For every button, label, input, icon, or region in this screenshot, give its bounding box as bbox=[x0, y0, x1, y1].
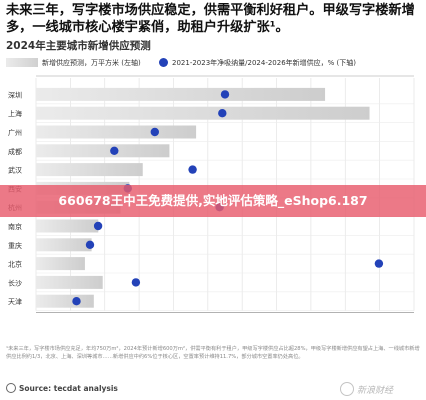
legend-dot-label: 2021-2023年净吸纳量/2024-2026年新增供应，% (下轴) bbox=[172, 59, 357, 67]
supply-bar bbox=[36, 219, 99, 233]
watermark-logo-icon bbox=[340, 382, 354, 396]
absorption-dot bbox=[218, 109, 227, 118]
legend-dot-swatch bbox=[159, 58, 168, 67]
supply-bar bbox=[36, 294, 94, 308]
headline: 未来三年，写字楼市场供应稳定，供需平衡利好租户。甲级写字楼新增多，一线城市核心楼… bbox=[6, 3, 415, 35]
chart-subtitle: 2024年主要城市新增供应预测 bbox=[6, 40, 151, 52]
legend: 新增供应预测，万平方米 (左轴) 2021-2023年净吸纳量/2024-202… bbox=[6, 56, 420, 70]
supply-bar bbox=[36, 238, 92, 252]
legend-bar-swatch bbox=[6, 58, 38, 67]
category-label: 广州 bbox=[8, 128, 22, 137]
supply-bar bbox=[36, 257, 85, 271]
absorption-dot bbox=[85, 240, 95, 249]
category-label: 天津 bbox=[8, 298, 22, 306]
supply-bar bbox=[36, 125, 197, 139]
category-label: 上海 bbox=[8, 109, 22, 118]
supply-bar bbox=[36, 163, 143, 177]
absorption-dot bbox=[374, 259, 384, 268]
source-text: Source: tecdat analysis bbox=[19, 384, 118, 393]
category-label: 武汉 bbox=[8, 166, 22, 175]
category-label: 南京 bbox=[8, 222, 22, 231]
category-label: 长沙 bbox=[8, 278, 22, 287]
overlay-banner: 660678王中王免费提供,实地评估策略_eShop6.187 bbox=[0, 185, 426, 217]
category-label: 重庆 bbox=[8, 241, 22, 250]
absorption-dot bbox=[110, 146, 119, 155]
watermark: 新浪财经 bbox=[340, 382, 393, 396]
absorption-dot bbox=[220, 90, 230, 99]
footnote: ¹未来三年，写字楼市场供应充足，年均750万m²，2024年预计新增600万m²… bbox=[6, 346, 420, 360]
category-label: 北京 bbox=[8, 260, 22, 269]
absorption-dot bbox=[150, 127, 159, 137]
banner-text: 660678王中王免费提供,实地评估策略_eShop6.187 bbox=[58, 193, 368, 208]
category-label: 深圳 bbox=[8, 90, 22, 99]
category-label: 成都 bbox=[8, 147, 22, 156]
supply-bar bbox=[36, 144, 170, 158]
supply-bar bbox=[36, 87, 326, 101]
source-line: Source: tecdat analysis bbox=[6, 383, 118, 393]
supply-bar bbox=[36, 106, 370, 120]
absorption-dot bbox=[72, 297, 81, 306]
source-icon bbox=[6, 383, 16, 393]
legend-bar-label: 新增供应预测，万平方米 (左轴) bbox=[42, 59, 141, 67]
absorption-dot bbox=[188, 165, 197, 174]
supply-bar bbox=[36, 275, 103, 289]
watermark-text: 新浪财经 bbox=[357, 386, 394, 396]
absorption-dot bbox=[93, 221, 103, 231]
absorption-dot bbox=[131, 278, 141, 287]
